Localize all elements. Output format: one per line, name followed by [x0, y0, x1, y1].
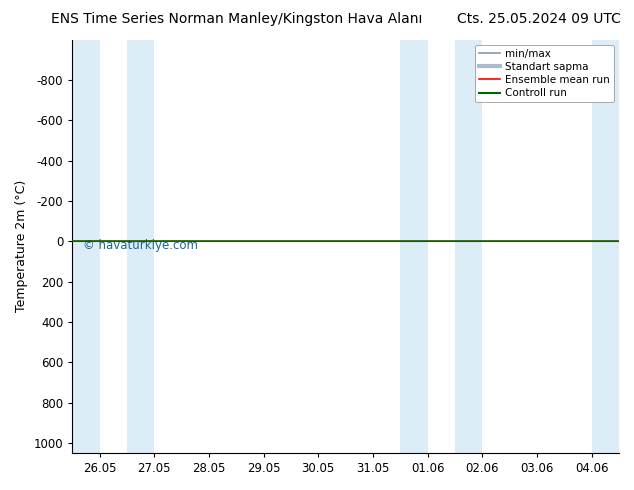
Bar: [592, 40, 619, 453]
Bar: [455, 40, 482, 453]
Legend: min/max, Standart sapma, Ensemble mean run, Controll run: min/max, Standart sapma, Ensemble mean r…: [475, 45, 614, 102]
Text: © havaturkiye.com: © havaturkiye.com: [83, 239, 198, 252]
Text: Cts. 25.05.2024 09 UTC: Cts. 25.05.2024 09 UTC: [458, 12, 621, 26]
Text: ENS Time Series Norman Manley/Kingston Hava Alanı: ENS Time Series Norman Manley/Kingston H…: [51, 12, 422, 26]
Bar: [72, 40, 100, 453]
Y-axis label: Temperature 2m (°C): Temperature 2m (°C): [15, 180, 28, 312]
Bar: [400, 40, 427, 453]
Bar: [127, 40, 154, 453]
